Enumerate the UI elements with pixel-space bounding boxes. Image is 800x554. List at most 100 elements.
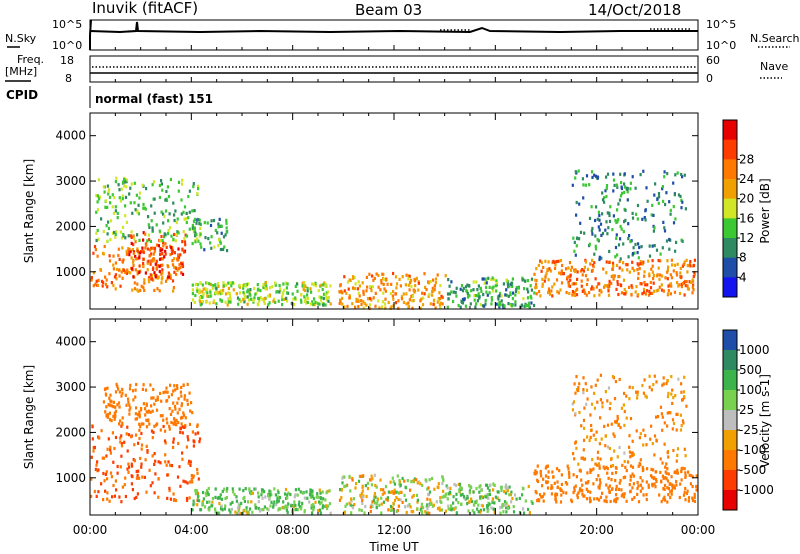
echo-cell: [119, 440, 122, 444]
echo-cell: [218, 217, 221, 221]
echo-cell: [115, 267, 119, 271]
echo-cell: [461, 289, 465, 293]
echo-cell: [380, 496, 383, 500]
echo-cell: [386, 496, 389, 500]
colorbar-segment: [723, 139, 737, 160]
echo-cell: [547, 287, 551, 291]
echo-cell: [242, 298, 245, 302]
echo-cell: [369, 505, 372, 509]
echo-cell: [252, 298, 255, 303]
echo-cell: [619, 172, 622, 176]
echo-cell: [594, 174, 598, 178]
echo-cell: [495, 289, 498, 293]
echo-cell: [589, 490, 592, 494]
y-tick-label: 2000: [55, 219, 86, 233]
echo-cell: [539, 471, 542, 475]
echo-cell: [130, 182, 133, 186]
echo-cell: [584, 382, 587, 386]
echo-cell: [129, 186, 132, 190]
echo-cell: [144, 271, 147, 275]
echo-cell: [140, 407, 143, 411]
echo-cell: [301, 501, 304, 505]
echo-cell: [257, 491, 260, 495]
echo-cell: [436, 507, 440, 511]
echo-cell: [416, 507, 419, 511]
echo-cell: [351, 478, 354, 482]
echo-cell: [130, 462, 133, 466]
echo-cell: [303, 288, 307, 293]
echo-cell: [607, 476, 610, 480]
echo-cell: [446, 497, 449, 501]
echo-cell: [500, 294, 503, 298]
echo-cell: [580, 279, 583, 283]
echo-cell: [603, 467, 606, 471]
echo-cell: [400, 297, 404, 301]
echo-cell: [585, 402, 588, 406]
echo-cell: [551, 486, 554, 490]
echo-cell: [134, 268, 137, 272]
echo-cell: [558, 271, 561, 275]
echo-cell: [100, 217, 103, 221]
echo-cell: [168, 486, 171, 490]
echo-cell: [641, 261, 644, 265]
echo-cell: [607, 386, 611, 390]
echo-cell: [486, 483, 489, 487]
echo-cell: [506, 489, 509, 493]
echo-cell: [457, 303, 460, 308]
echo-cell: [153, 402, 156, 406]
echo-cell: [312, 508, 315, 512]
echo-cell: [649, 437, 652, 441]
echo-cell: [614, 478, 617, 483]
echo-cell: [623, 185, 627, 189]
echo-cell: [198, 218, 201, 222]
echo-cell: [389, 292, 392, 296]
echo-cell: [291, 292, 294, 296]
echo-cell: [514, 300, 517, 304]
echo-cell: [207, 486, 210, 491]
echo-cell: [575, 475, 578, 479]
echo-cell: [155, 408, 159, 412]
echo-cell: [177, 397, 180, 401]
echo-cell: [626, 190, 629, 194]
echo-cell: [679, 266, 682, 270]
echo-cell: [250, 491, 253, 495]
echo-cell: [535, 285, 538, 289]
echo-cell: [216, 231, 219, 235]
echo-cell: [596, 463, 599, 467]
echo-cell: [644, 394, 647, 398]
echo-cell: [450, 504, 453, 508]
echo-cell: [688, 280, 691, 284]
echo-cell: [412, 299, 415, 303]
echo-cell: [627, 237, 630, 241]
echo-cell: [105, 454, 108, 458]
echo-cell: [619, 257, 622, 261]
echo-cell: [221, 291, 224, 295]
echo-cell: [592, 433, 595, 437]
echo-cell: [196, 283, 199, 287]
echo-cell: [166, 421, 169, 425]
echo-cell: [689, 259, 692, 264]
echo-cell: [628, 270, 631, 274]
echo-cell: [175, 418, 178, 422]
echo-cell: [218, 290, 221, 294]
echo-cell: [376, 497, 380, 501]
echo-cell: [535, 292, 538, 296]
echo-cell: [495, 281, 498, 285]
echo-cell: [125, 220, 128, 224]
echo-cell: [323, 281, 326, 285]
echo-cell: [595, 430, 598, 434]
echo-cell: [543, 492, 546, 496]
echo-cell: [623, 451, 626, 455]
echo-cell: [161, 188, 164, 192]
echo-cell: [492, 289, 495, 293]
echo-cell: [254, 503, 257, 507]
echo-cell: [683, 173, 686, 177]
echo-cell: [185, 220, 188, 225]
echo-cell: [322, 497, 325, 501]
echo-cell: [284, 487, 288, 492]
echo-cell: [90, 278, 93, 282]
echo-cell: [639, 432, 642, 436]
echo-cell: [314, 284, 317, 288]
echo-cell: [438, 291, 441, 295]
echo-cell: [94, 467, 97, 471]
